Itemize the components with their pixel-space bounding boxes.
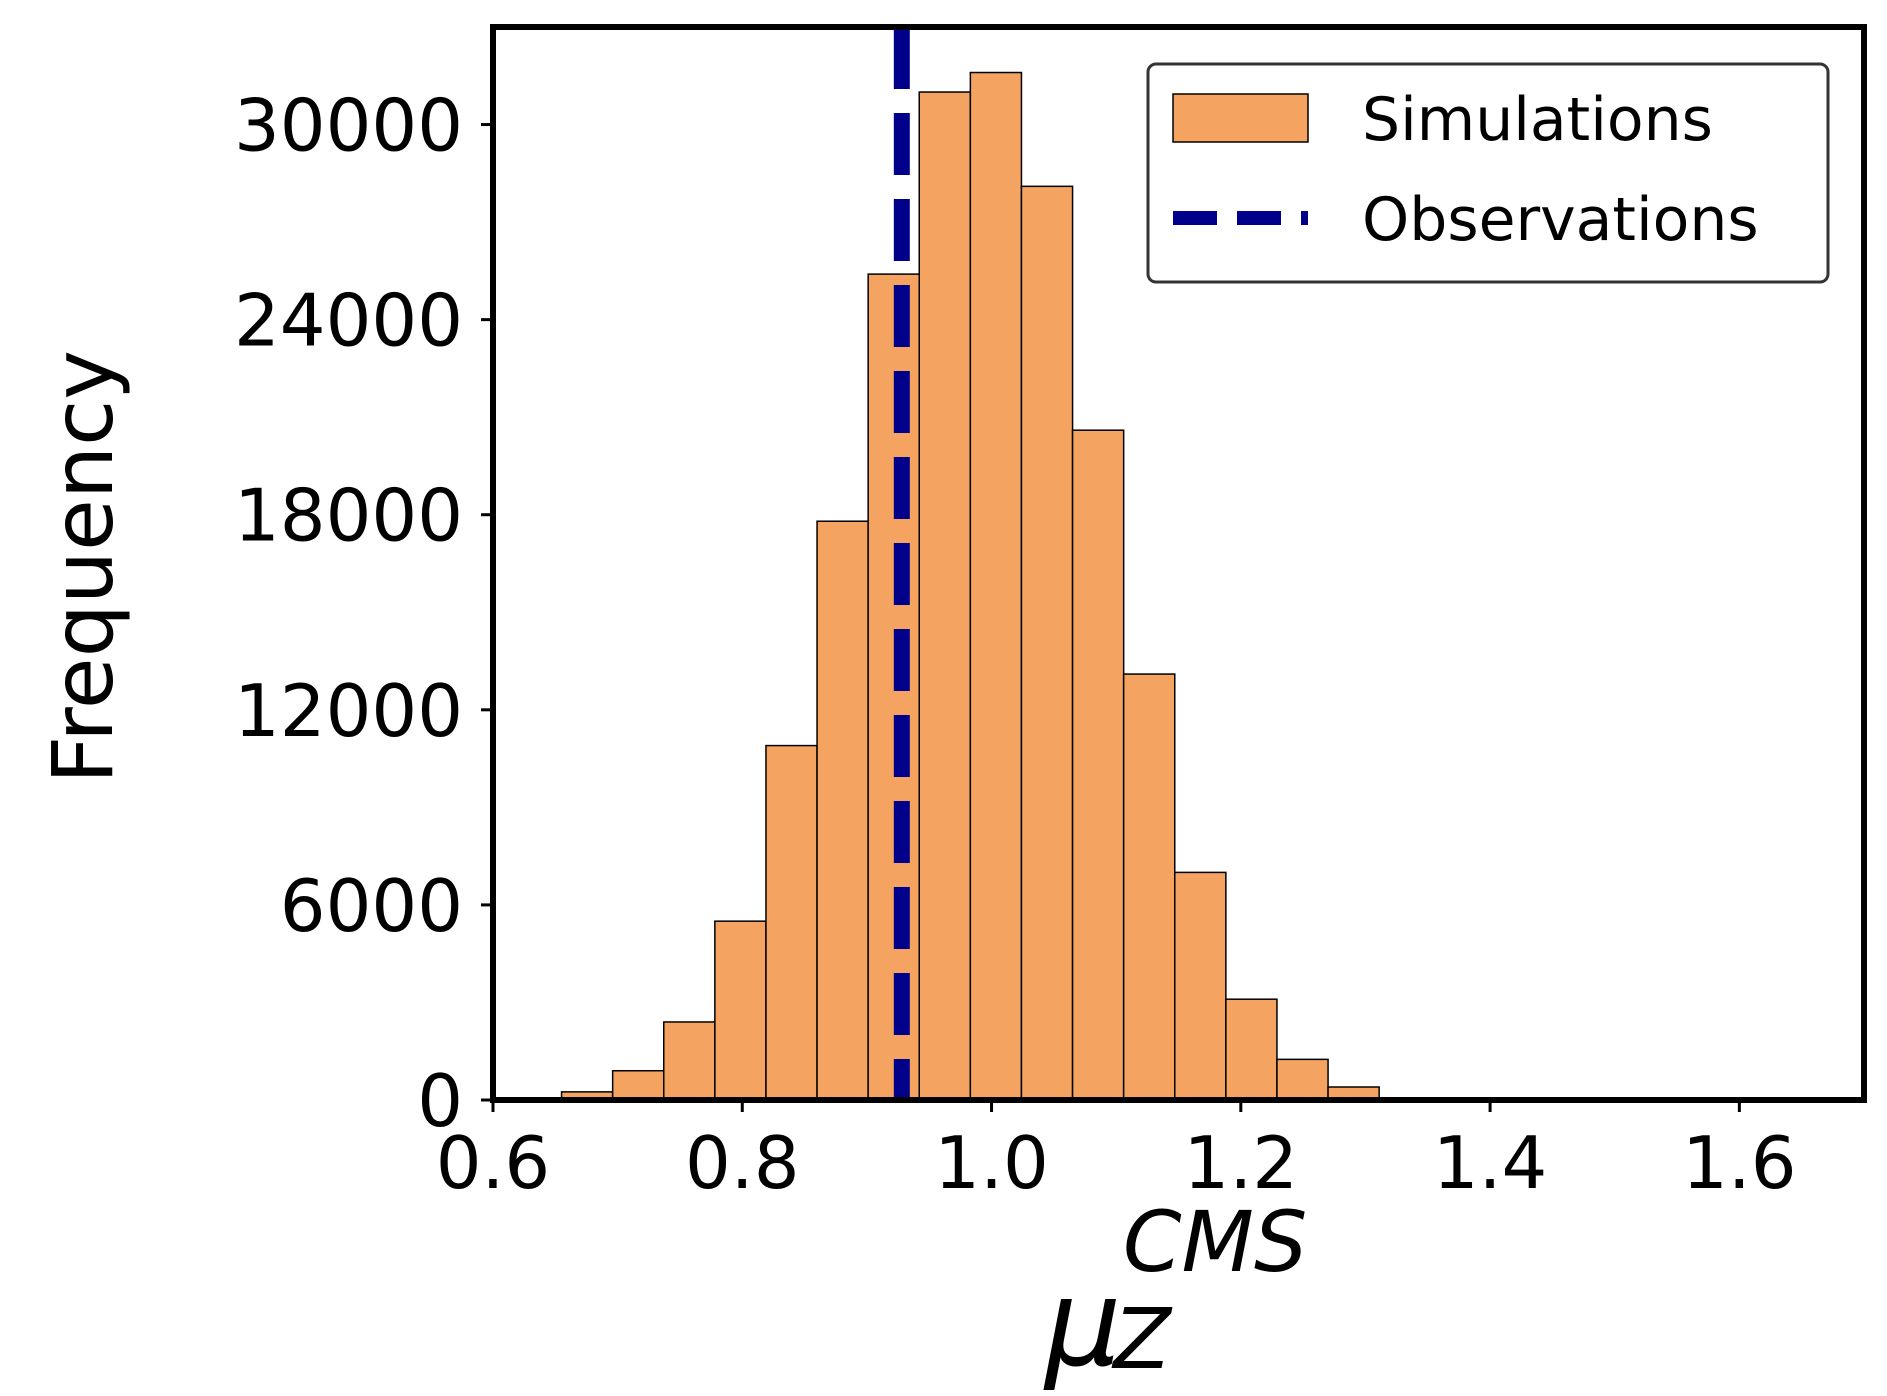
- histogram-bar: [816, 520, 869, 1101]
- x-tick-label: 0.8: [685, 1121, 800, 1205]
- y-tick-label: 18000: [234, 474, 463, 558]
- legend-simulations-swatch: [1172, 93, 1309, 143]
- legend-simulations-label: Simulations: [1362, 85, 1713, 155]
- plot-frame: [490, 24, 1867, 1103]
- histogram-bar: [918, 91, 972, 1101]
- x-tick-label: 1.2: [1184, 1121, 1299, 1205]
- histogram-bar: [1020, 185, 1074, 1101]
- x-axis-label-superscript: CMS: [1123, 1193, 1307, 1291]
- histogram-bar: [1071, 429, 1125, 1101]
- y-tick-label: 30000: [234, 84, 463, 168]
- histogram-bar: [1174, 871, 1227, 1101]
- histogram-bar: [1122, 673, 1176, 1101]
- histogram-bar: [969, 71, 1023, 1101]
- x-tick-label: 1.6: [1682, 1121, 1797, 1205]
- histogram-bar: [663, 1021, 716, 1101]
- x-axis-label-subscript: Z: [1111, 1290, 1173, 1388]
- histogram-bar: [765, 744, 818, 1101]
- x-tick-label: 0.6: [436, 1121, 551, 1205]
- histogram-bar: [714, 920, 767, 1101]
- legend-box: [1146, 62, 1830, 284]
- x-axis-label: μZCMS: [1043, 1193, 1307, 1394]
- x-axis-ticks: 0.6 0.8 1.0 1.2 1.4 1.6: [436, 1100, 1797, 1205]
- histogram-bar: [1276, 1058, 1329, 1101]
- y-axis-label: Frequency: [34, 350, 132, 784]
- x-axis-label-base: μ: [1043, 1255, 1121, 1394]
- y-tick-label: 6000: [280, 864, 463, 948]
- y-tick-label: 0: [417, 1059, 463, 1143]
- histogram-bar: [1225, 998, 1278, 1101]
- x-tick-label: 1.4: [1433, 1121, 1548, 1205]
- y-axis-ticks: 0 6000 12000 18000 24000 30000: [234, 84, 493, 1143]
- histogram-bar: [611, 1069, 665, 1101]
- legend: Simulations Observations: [1146, 62, 1830, 284]
- legend-observations-label: Observations: [1362, 185, 1759, 255]
- histogram-bar: [867, 273, 921, 1101]
- y-tick-label: 24000: [234, 279, 463, 363]
- x-tick-label: 1.0: [934, 1121, 1049, 1205]
- histogram-bars: [560, 71, 1380, 1101]
- y-tick-label: 12000: [234, 669, 463, 753]
